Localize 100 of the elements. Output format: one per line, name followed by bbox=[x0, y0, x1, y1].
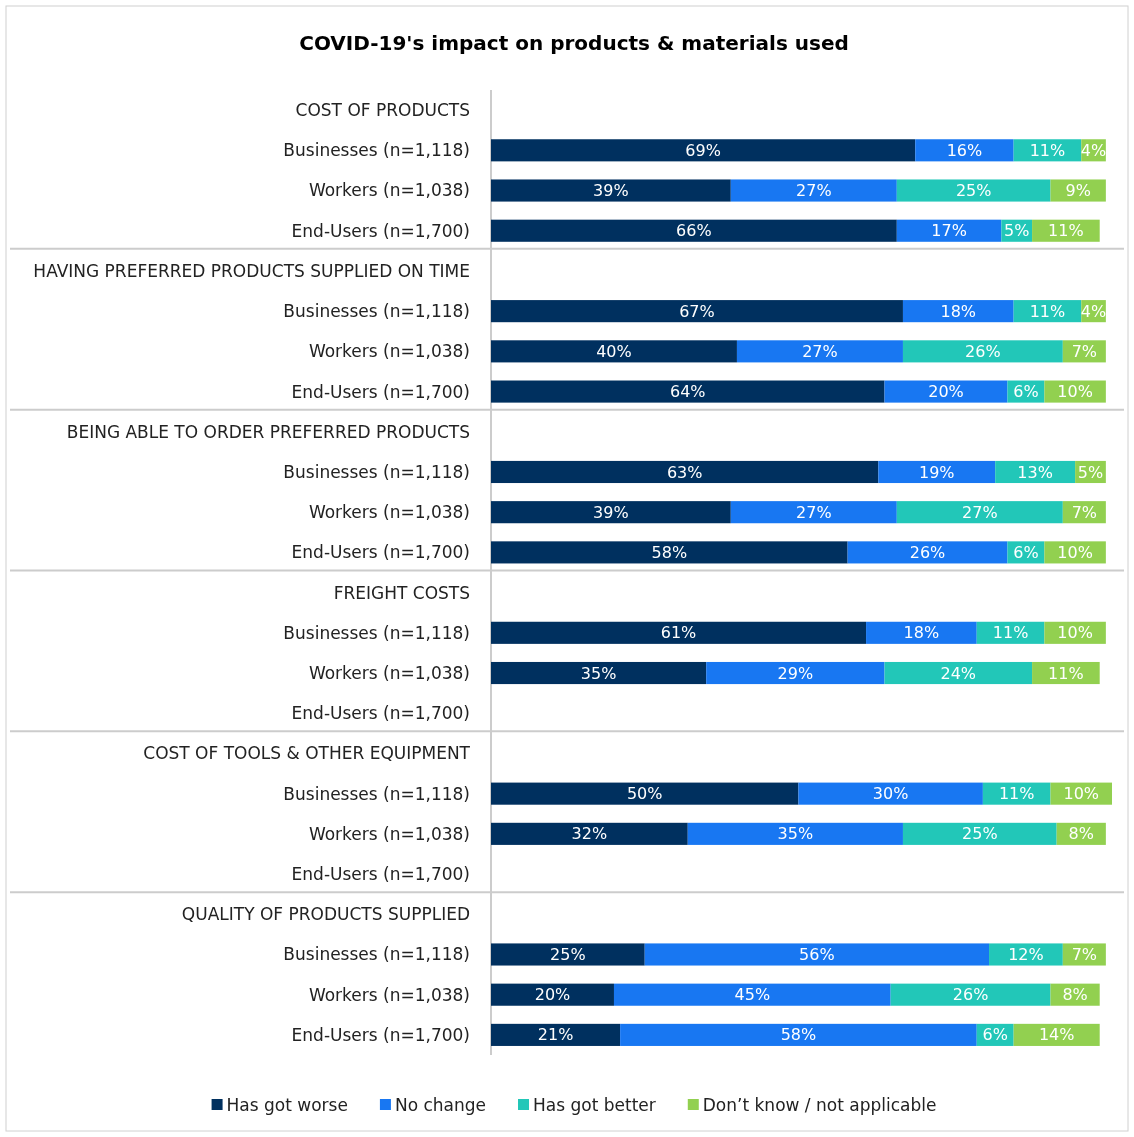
data-label: 25% bbox=[962, 824, 998, 844]
data-label: 11% bbox=[1048, 663, 1084, 683]
data-label: 25% bbox=[550, 945, 586, 965]
y-tick-label: Workers (n=1,038) bbox=[308, 984, 470, 1005]
data-label: 10% bbox=[1063, 784, 1100, 804]
bar bbox=[491, 139, 916, 162]
data-label: 45% bbox=[734, 985, 771, 1005]
data-label: 9% bbox=[1065, 181, 1091, 201]
bar bbox=[687, 822, 903, 845]
data-label: 27% bbox=[962, 502, 998, 522]
data-label: 6% bbox=[982, 1025, 1008, 1045]
y-tick-label: End-Users (n=1,700) bbox=[291, 1024, 470, 1045]
legend-label: No change bbox=[394, 1094, 487, 1115]
y-tick-label: HAVING PREFERRED PRODUCTS SUPPLIED ON TIME bbox=[33, 260, 470, 281]
bar bbox=[736, 340, 903, 363]
y-tick-label: End-Users (n=1,700) bbox=[291, 703, 470, 724]
y-tick-label: Businesses (n=1,118) bbox=[283, 301, 470, 322]
data-label: 10% bbox=[1057, 623, 1093, 643]
y-tick-label: QUALITY OF PRODUCTS SUPPLIED bbox=[181, 904, 470, 925]
y-tick-label: FREIGHT COSTS bbox=[333, 582, 470, 603]
bar bbox=[491, 983, 614, 1006]
bar bbox=[1062, 943, 1106, 966]
bar bbox=[730, 179, 897, 202]
data-label: 66% bbox=[676, 221, 712, 241]
bar bbox=[491, 219, 897, 242]
bar bbox=[866, 621, 977, 644]
data-label: 5% bbox=[1077, 462, 1104, 482]
data-label: 26% bbox=[909, 543, 946, 562]
bar bbox=[491, 621, 867, 644]
data-label: 26% bbox=[952, 985, 989, 1005]
y-tick-label: Businesses (n=1,118) bbox=[283, 622, 470, 643]
data-label: 6% bbox=[1013, 382, 1039, 402]
data-label: 27% bbox=[796, 502, 832, 522]
bar bbox=[613, 983, 891, 1006]
data-label: 12% bbox=[1008, 945, 1044, 965]
y-tick-label: Workers (n=1,038) bbox=[308, 502, 470, 523]
data-label: 26% bbox=[965, 341, 1001, 361]
data-label: 18% bbox=[940, 301, 977, 321]
y-tick-label: BEING ABLE TO ORDER PREFERRED PRODUCTS bbox=[66, 421, 470, 442]
bar bbox=[989, 943, 1063, 966]
bar bbox=[491, 822, 688, 845]
data-label: 17% bbox=[931, 221, 967, 241]
bar bbox=[798, 782, 983, 805]
data-label: 63% bbox=[666, 462, 703, 482]
data-label: 64% bbox=[669, 382, 706, 402]
y-tick-label: COST OF PRODUCTS bbox=[295, 100, 470, 121]
bar bbox=[491, 340, 737, 363]
bar bbox=[491, 943, 645, 966]
bar bbox=[491, 300, 903, 323]
data-label: 29% bbox=[777, 663, 814, 683]
bar bbox=[896, 501, 1063, 524]
data-label: 20% bbox=[534, 985, 571, 1005]
bar bbox=[902, 340, 1063, 363]
data-label: 32% bbox=[571, 824, 608, 844]
bar bbox=[730, 501, 897, 524]
data-label: 4% bbox=[1080, 140, 1107, 160]
legend-label: Don’t know / not applicable bbox=[702, 1094, 937, 1115]
bar bbox=[491, 179, 731, 202]
data-label: 6% bbox=[1013, 543, 1039, 562]
data-label: 11% bbox=[998, 784, 1035, 804]
bar bbox=[491, 782, 799, 805]
data-label: 35% bbox=[580, 663, 617, 683]
data-label: 24% bbox=[940, 663, 977, 683]
data-label: 39% bbox=[593, 502, 629, 522]
data-label: 5% bbox=[1004, 221, 1030, 241]
legend-label: Has got better bbox=[533, 1094, 656, 1115]
data-label: 7% bbox=[1071, 502, 1098, 522]
data-label: 18% bbox=[903, 623, 940, 643]
y-tick-label: Workers (n=1,038) bbox=[308, 823, 470, 844]
bar bbox=[890, 983, 1051, 1006]
data-label: 58% bbox=[780, 1025, 817, 1045]
y-tick-label: Businesses (n=1,118) bbox=[283, 783, 470, 804]
data-label: 7% bbox=[1071, 945, 1098, 965]
bar bbox=[896, 219, 1002, 242]
data-label: 10% bbox=[1057, 543, 1093, 562]
data-label: 50% bbox=[626, 784, 663, 804]
legend-label: Has got worse bbox=[226, 1094, 348, 1115]
data-label: 69% bbox=[685, 140, 721, 160]
bar bbox=[620, 1023, 977, 1046]
data-label: 56% bbox=[799, 945, 835, 965]
data-label: 19% bbox=[918, 462, 955, 482]
y-tick-label: COST OF TOOLS & OTHER EQUIPMENT bbox=[143, 743, 471, 764]
bar bbox=[884, 380, 1008, 403]
y-tick-label: Businesses (n=1,118) bbox=[283, 140, 470, 161]
data-label: 21% bbox=[537, 1025, 574, 1045]
data-label: 11% bbox=[1029, 140, 1066, 160]
data-label: 11% bbox=[1048, 221, 1084, 241]
data-label: 58% bbox=[651, 543, 688, 562]
bar bbox=[884, 661, 1033, 685]
bar bbox=[915, 139, 1014, 162]
y-tick-label: Businesses (n=1,118) bbox=[283, 461, 470, 482]
bar bbox=[491, 1023, 621, 1046]
bar bbox=[491, 380, 885, 403]
bar bbox=[644, 943, 990, 966]
chart-title: COVID-19's impact on products & materials used bbox=[299, 31, 849, 55]
bar bbox=[847, 541, 1008, 564]
bar bbox=[902, 822, 1057, 845]
data-label: 27% bbox=[802, 341, 838, 361]
y-tick-label: Businesses (n=1,118) bbox=[283, 944, 470, 965]
bar bbox=[491, 541, 848, 564]
